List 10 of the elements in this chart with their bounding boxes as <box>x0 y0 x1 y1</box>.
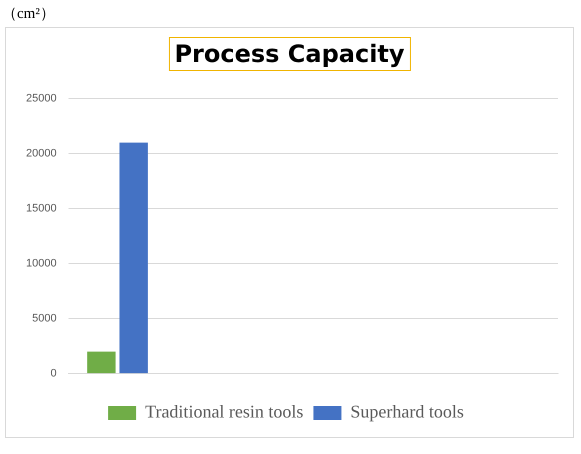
y-axis-title: （cm²） <box>2 5 55 23</box>
legend-label: Traditional resin tools <box>145 402 304 422</box>
y-tick-label: 10000 <box>26 258 57 270</box>
y-tick-label: 25000 <box>26 92 57 105</box>
chart-title: Process Capacity <box>168 37 411 71</box>
y-tick-label: 0 <box>50 368 57 380</box>
y-tick-label: 5000 <box>32 312 57 325</box>
y-tick-label: 15000 <box>26 202 57 215</box>
y-tick-label: 20000 <box>26 148 57 160</box>
legend-label: Superhard tools <box>350 402 464 422</box>
